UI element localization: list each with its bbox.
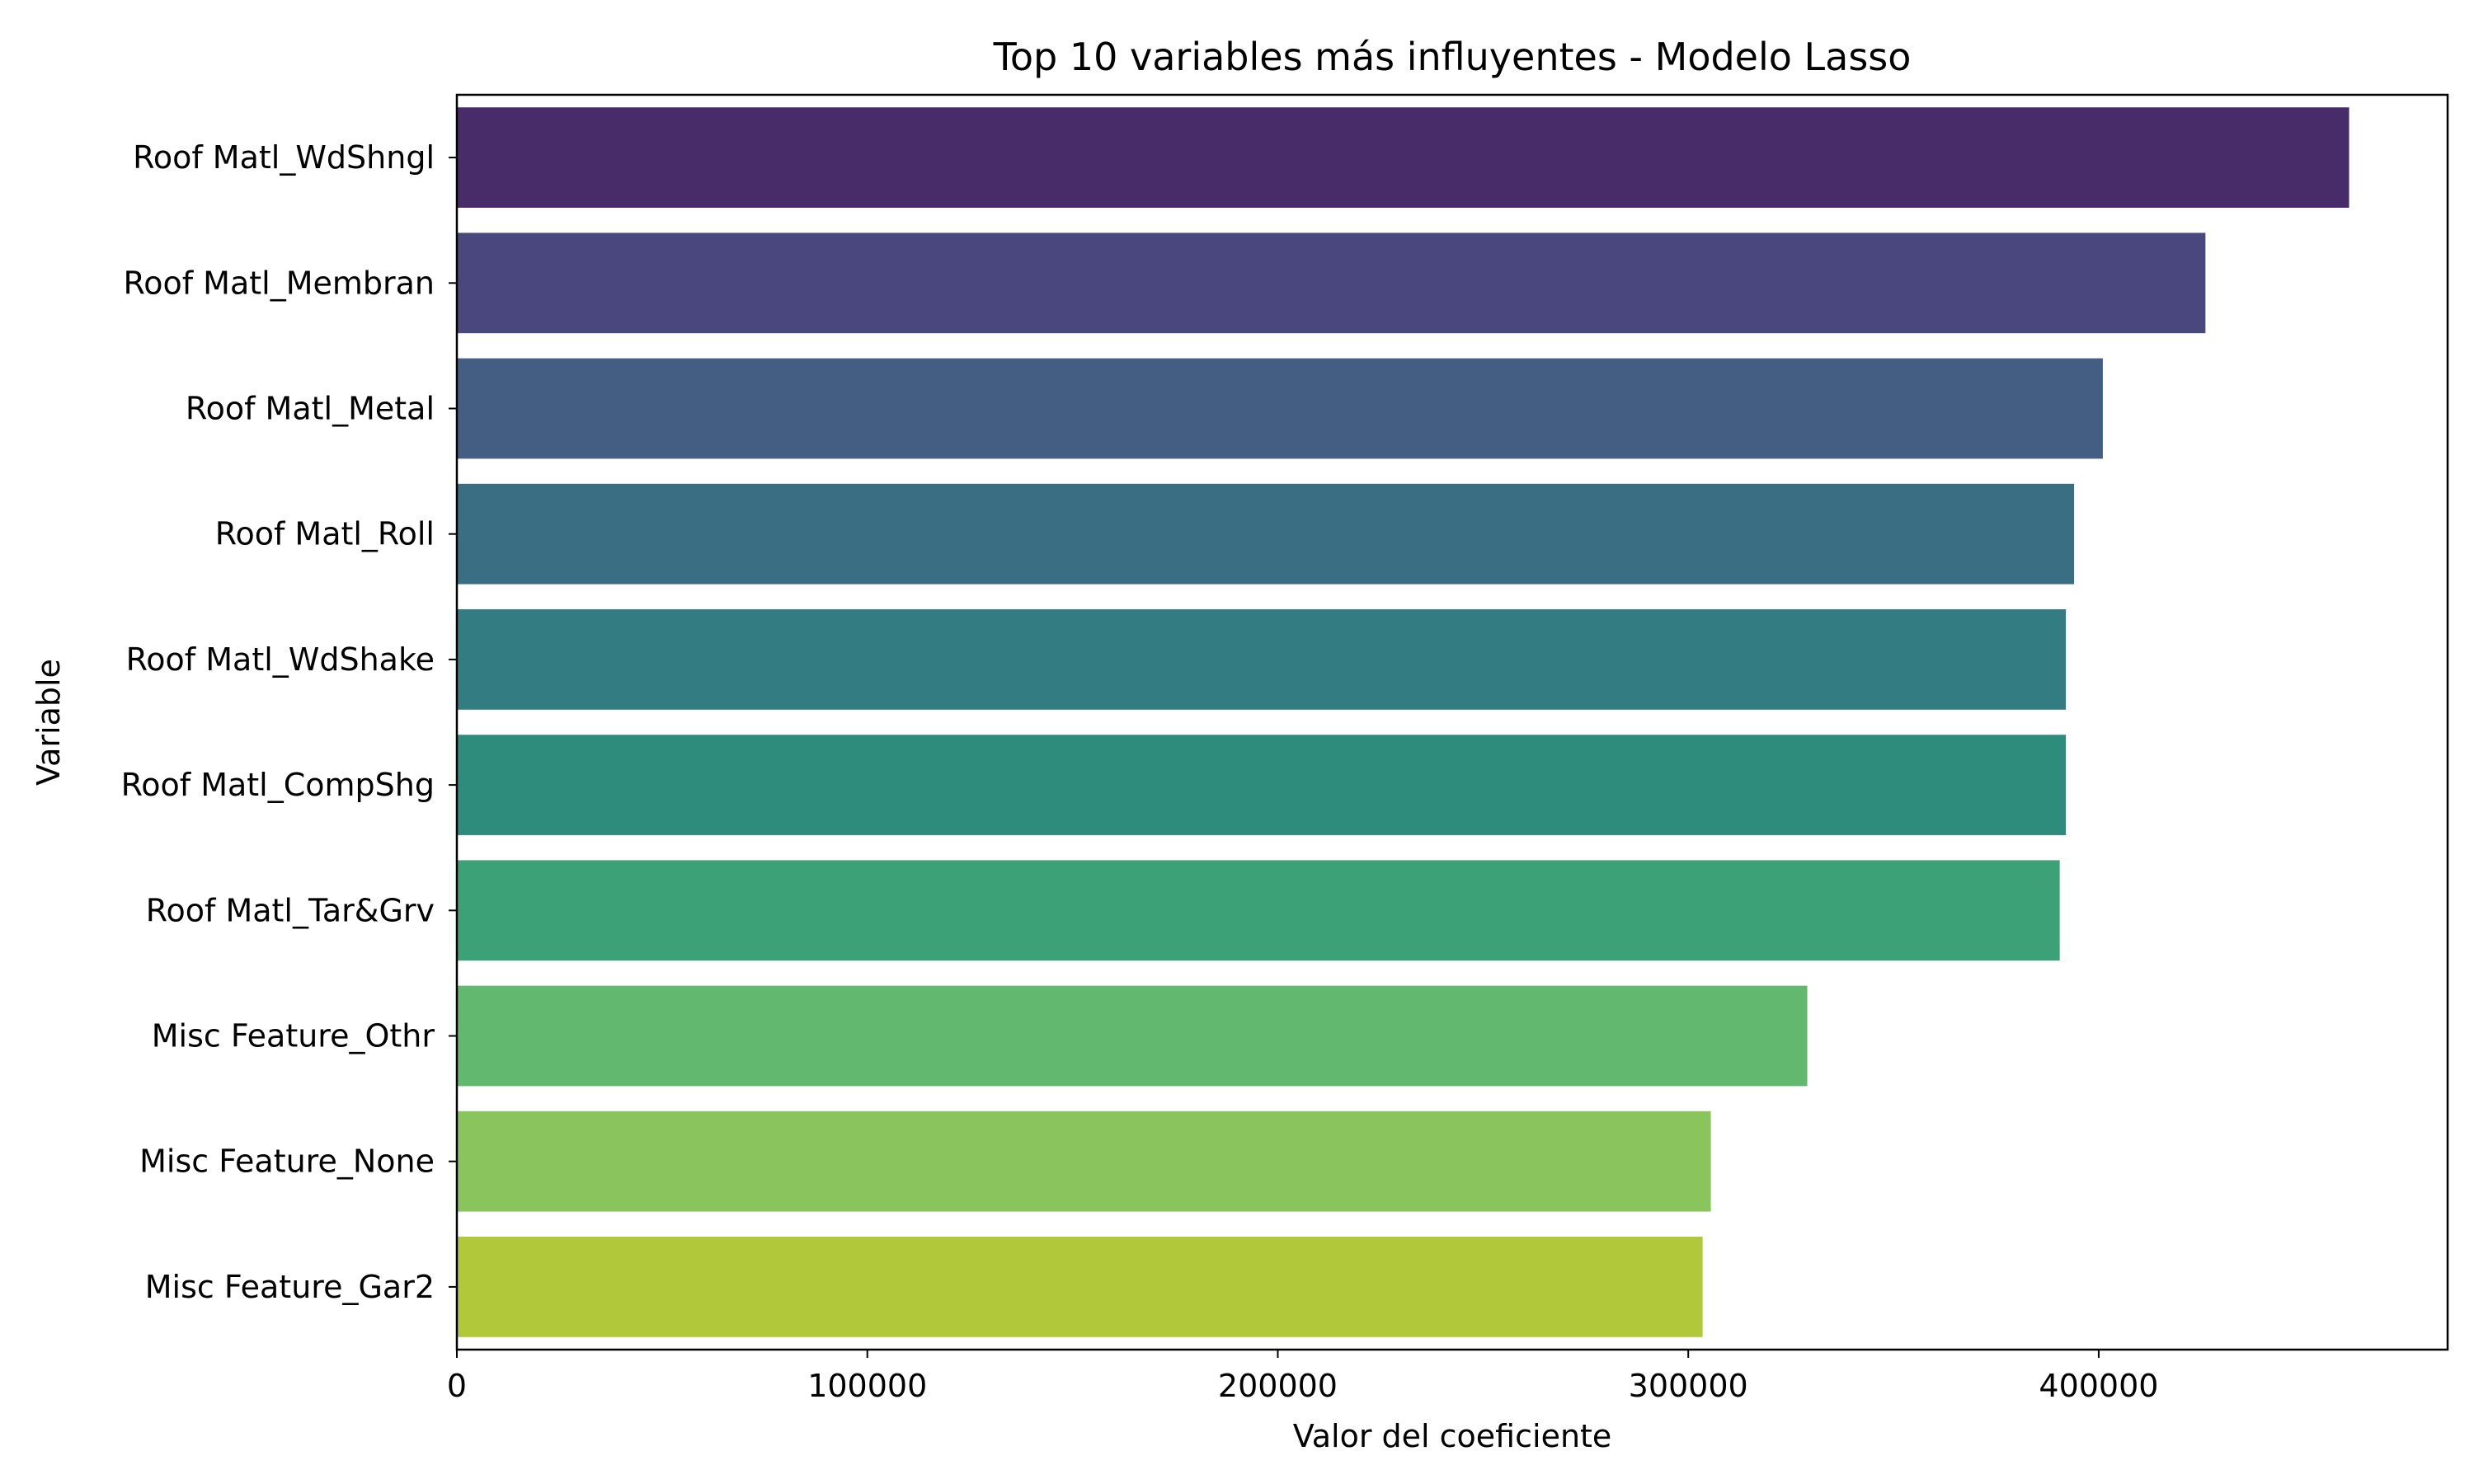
bar-9 — [457, 1237, 1703, 1337]
bar-4 — [457, 609, 2067, 710]
y-tick-label-1: Roof Matl_Membran — [124, 265, 435, 301]
x-tick-label-1: 100000 — [807, 1368, 927, 1404]
y-tick-label-4: Roof Matl_WdShake — [126, 641, 435, 678]
y-tick-label-7: Misc Feature_Othr — [152, 1018, 435, 1054]
y-tick-label-0: Roof Matl_WdShngl — [133, 139, 435, 176]
y-tick-label-2: Roof Matl_Metal — [186, 391, 435, 427]
bar-7 — [457, 985, 1808, 1087]
bar-5 — [457, 735, 2067, 835]
y-axis-ticks: Roof Matl_WdShngl Roof Matl_Membran Roof M… — [121, 139, 457, 1305]
x-axis-label: Valor del coeficiente — [1293, 1418, 1612, 1454]
bar-3 — [457, 483, 2075, 585]
bar-2 — [457, 358, 2103, 459]
y-axis-label: Variable — [31, 659, 67, 786]
x-tick-label-0: 0 — [447, 1368, 467, 1404]
y-tick-label-3: Roof Matl_Roll — [215, 516, 435, 552]
bars-layer — [457, 107, 2349, 1337]
axes-frame — [455, 93, 2449, 1351]
x-tick-label-4: 400000 — [2039, 1368, 2158, 1404]
x-axis-ticks: 0 100000 200000 300000 400000 — [447, 1350, 2158, 1404]
x-tick-label-2: 200000 — [1218, 1368, 1338, 1404]
bar-8 — [457, 1111, 1711, 1212]
x-tick-label-3: 300000 — [1629, 1368, 1748, 1404]
y-tick-label-6: Roof Matl_Tar&Grv — [146, 892, 435, 928]
bar-0 — [457, 107, 2349, 208]
bar-1 — [457, 232, 2206, 334]
y-tick-label-5: Roof Matl_CompShg — [121, 767, 435, 803]
chart-title: Top 10 variables más influyentes - Model… — [993, 35, 1912, 79]
y-tick-label-8: Misc Feature_None — [139, 1144, 435, 1180]
y-tick-label-9: Misc Feature_Gar2 — [145, 1269, 435, 1305]
bar-6 — [457, 860, 2060, 961]
